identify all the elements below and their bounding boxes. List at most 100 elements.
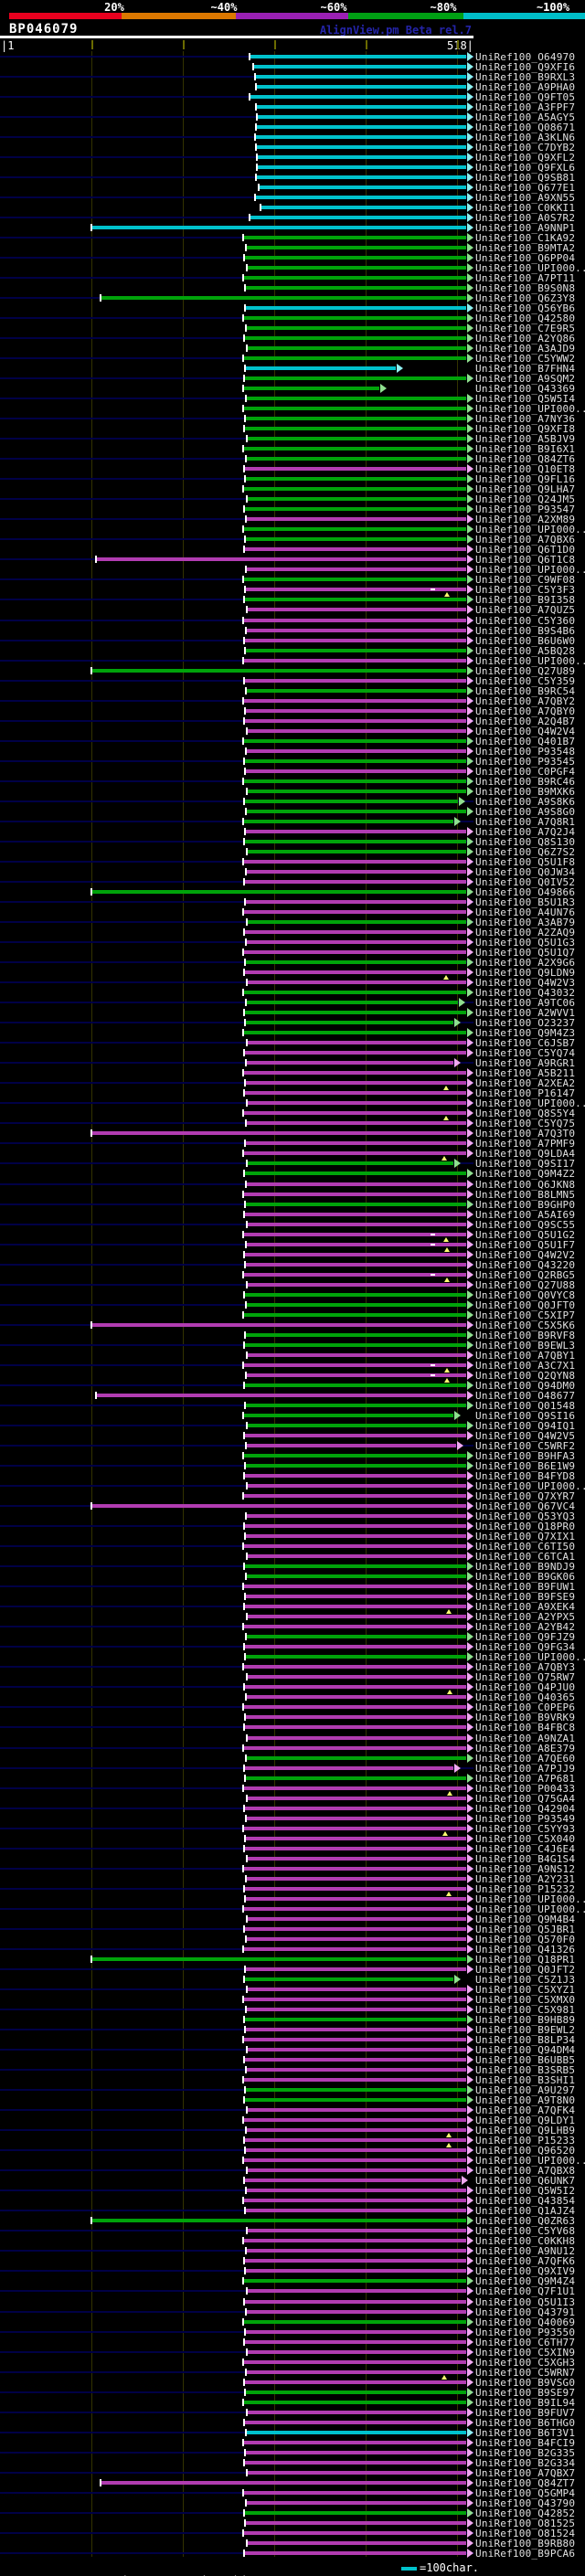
hit-start-tick: [244, 1079, 246, 1087]
hit-start-tick: [242, 696, 244, 705]
hit-arrowhead-icon: [467, 252, 473, 262]
hit-row: UniRef100_Q9XFI6: [0, 61, 585, 73]
row-baseline: [0, 276, 473, 279]
row-baseline: [0, 95, 473, 98]
hit-label: UniRef100_Q677E1: [475, 181, 576, 194]
hit-bar: [243, 819, 453, 823]
hit-arrowhead-icon: [467, 2236, 473, 2246]
hit-start-tick: [244, 646, 246, 654]
hit-row: UniRef100_Q18PR0: [0, 1521, 585, 1532]
hit-bar: [244, 336, 466, 340]
hit-bar: [243, 578, 466, 582]
hit-label: UniRef100_Q9LDY1: [475, 2115, 576, 2127]
hit-row: UniRef100_B9RVF8: [0, 1330, 585, 1341]
hit-row: UniRef100_Q5U1F7: [0, 1239, 585, 1252]
row-baseline: [0, 840, 473, 843]
hit-start-tick: [244, 959, 246, 967]
hit-start-tick: [242, 385, 244, 393]
hit-label: UniRef100_Q67VC4: [475, 1500, 576, 1513]
hit-bar: [243, 1362, 466, 1367]
hit-start-tick: [242, 989, 244, 997]
hit-bar: [257, 114, 466, 119]
hit-bar: [244, 2420, 466, 2424]
hit-label: UniRef100_B9MXK6: [475, 785, 576, 798]
hit-label: UniRef100_B9RC46: [475, 775, 576, 788]
key-label-80: ~80%: [430, 1, 457, 14]
hit-arrowhead-icon: [467, 756, 473, 766]
gap-legend-prefix: Large gaps:: [29, 2574, 109, 2576]
hit-row: UniRef100_B9I6X1: [0, 443, 585, 455]
hit-start-tick: [254, 133, 256, 141]
hit-label: UniRef100_UPI000..: [475, 1480, 585, 1493]
hit-bar: [243, 235, 466, 239]
hit-label: UniRef100_B9S0N8: [475, 281, 576, 294]
hit-bar: [244, 427, 466, 431]
row-baseline: [0, 2189, 473, 2192]
hit-start-tick: [246, 1160, 248, 1168]
hit-bar: [246, 1373, 466, 1377]
hit-arrowhead-icon: [467, 1330, 473, 1340]
gap-triangle-marker-icon: [443, 1086, 449, 1091]
hit-start-tick: [246, 726, 248, 735]
hit-label: UniRef100_C5YV68: [475, 2225, 576, 2238]
hit-bar: [243, 1312, 466, 1317]
hit-label: UniRef100_C5Y360: [475, 614, 576, 627]
hit-arrowhead-icon: [467, 2306, 473, 2316]
hit-label: UniRef100_C5YY93: [475, 1822, 576, 1835]
hit-arrowhead-icon: [467, 846, 473, 856]
hit-bar: [245, 285, 466, 290]
hit-label: UniRef100_C1KA92: [475, 231, 576, 244]
hit-start-tick: [242, 2317, 244, 2326]
hit-bar: [245, 1776, 466, 1780]
hit-label: UniRef100_Q18PR0: [475, 1521, 576, 1533]
hit-label: UniRef100_C9WF08: [475, 574, 576, 587]
hit-label: UniRef100_A7P681: [475, 1772, 576, 1785]
hit-bar: [245, 1141, 466, 1146]
hit-label: UniRef100_B6U6W0: [475, 634, 576, 647]
hit-label: UniRef100_C6TH77: [475, 2336, 576, 2348]
hit-start-tick: [249, 213, 250, 221]
hit-arrowhead-icon: [467, 2196, 473, 2206]
hit-label: UniRef100_Q6Z7S2: [475, 845, 576, 858]
hit-row: UniRef100_Q08671: [0, 122, 585, 133]
hit-start-tick: [244, 2518, 246, 2527]
hit-start-tick: [246, 495, 248, 504]
hit-arrowhead-icon: [467, 625, 473, 635]
row-baseline: [0, 639, 473, 641]
hit-label: UniRef100_P93545: [475, 755, 576, 768]
hit-bar: [244, 1524, 466, 1529]
hit-start-tick: [243, 1210, 245, 1218]
row-baseline: [0, 1485, 473, 1488]
hit-row: UniRef100_B9MXK6: [0, 785, 585, 798]
hit-label: UniRef100_A7QE60: [475, 1752, 576, 1765]
row-baseline: [0, 880, 473, 883]
hit-row: UniRef100_B9PCA6: [0, 2548, 585, 2560]
hit-arrowhead-icon: [467, 1309, 473, 1320]
hit-row: UniRef100_C5WRF2: [0, 1440, 585, 1452]
hit-arrowhead-icon: [467, 1562, 473, 1572]
hit-bar: [245, 1896, 466, 1901]
row-baseline: [0, 1022, 473, 1024]
hit-start-tick: [244, 303, 246, 312]
hit-bar: [91, 668, 466, 673]
hit-start-tick: [244, 1401, 246, 1409]
hit-arrowhead-icon: [467, 1642, 473, 1652]
hit-arrowhead-icon: [467, 1229, 473, 1239]
hit-start-tick: [242, 616, 244, 624]
row-baseline: [0, 1162, 473, 1165]
row-baseline: [0, 1465, 473, 1468]
hit-bar: [247, 1101, 466, 1106]
hit-arrowhead-icon: [467, 434, 473, 444]
hit-row: UniRef100_C5X981: [0, 2004, 585, 2016]
hit-label: UniRef100_B9RXL3: [475, 70, 576, 83]
hit-arrowhead-icon: [467, 474, 473, 484]
hit-label: UniRef100_A9XN55: [475, 191, 576, 204]
hit-label: UniRef100_A9NNP1: [475, 221, 576, 234]
hit-label: UniRef100_Q01548: [475, 1399, 576, 1412]
hit-row: UniRef100_B9HB89: [0, 2014, 585, 2026]
hit-bar: [247, 2048, 466, 2052]
hit-row: UniRef100_A2YQ86: [0, 333, 585, 345]
row-baseline: [0, 2029, 473, 2031]
hit-arrowhead-icon: [467, 1883, 473, 1893]
hit-label: UniRef100_P16147: [475, 1087, 576, 1100]
